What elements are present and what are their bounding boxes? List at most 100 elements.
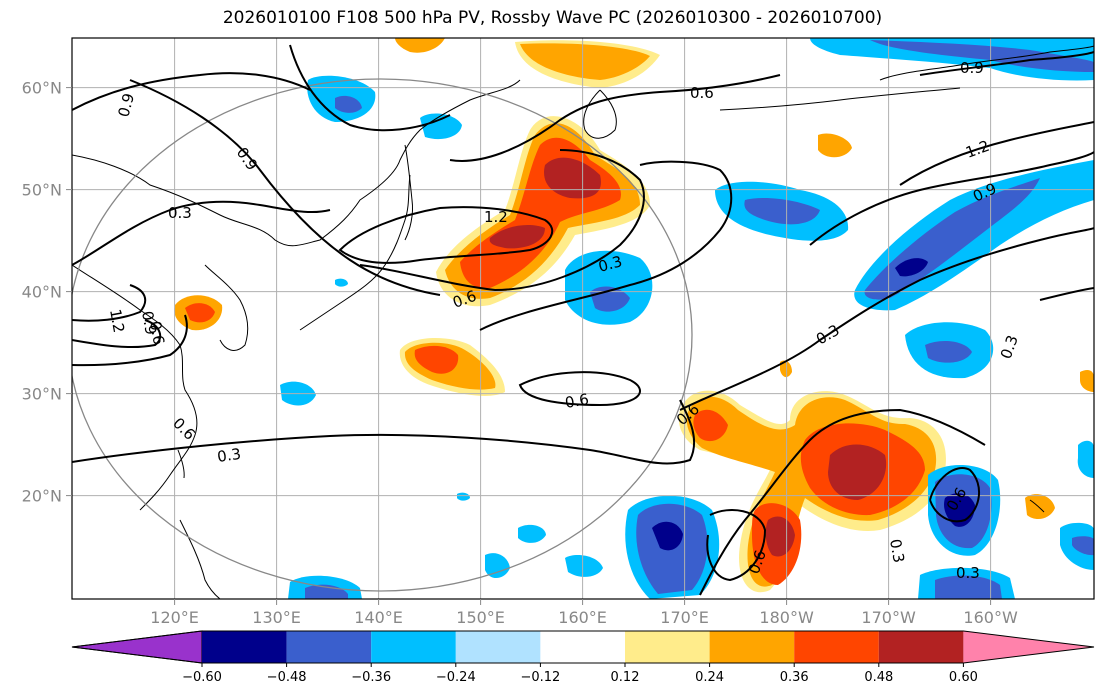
- map-panel: 0.6 0.9 0.3 1.2 0.6 0.3 0.6 0.9 1.2 0.9 …: [72, 38, 1094, 599]
- contour-1.2-right: [899, 121, 1094, 186]
- lon-label: 160°E: [558, 608, 607, 627]
- contour-0.9-left-lower: [72, 284, 147, 322]
- colorbar-tick: 0.24: [695, 670, 724, 685]
- negative-anomaly-small-3: [518, 524, 546, 543]
- contour-0.6-upper: [72, 72, 311, 111]
- colorbar-swatch: [963, 631, 1094, 663]
- negative-anomaly-top-right-core: [870, 40, 1094, 72]
- contour-label: 0.6: [690, 84, 714, 102]
- lon-label: 170°W: [861, 608, 916, 627]
- coast-hawaii: [1029, 499, 1045, 513]
- contour-label: 0.3: [596, 252, 624, 276]
- negative-anomaly-kamchatka: [420, 113, 462, 140]
- contour-0.3-pacific: [679, 227, 1094, 411]
- positive-anomaly-kuril-max: [489, 157, 601, 249]
- coast-aleutians: [719, 87, 961, 111]
- colorbar-swatch: [625, 631, 710, 663]
- negative-anomaly-west-of-dateline-core: [652, 521, 683, 551]
- colorbar-tick: −0.24: [436, 670, 476, 685]
- negative-anomaly-small-2: [485, 553, 510, 579]
- colorbar-swatch: [455, 631, 541, 663]
- contour-0.3-south: [72, 399, 696, 465]
- lat-axis: 60°N 50°N 40°N 30°N 20°N: [22, 79, 72, 506]
- colorbar-swatch: [540, 631, 625, 663]
- contour-0.9-loop: [289, 44, 451, 132]
- lon-label: 160°W: [963, 608, 1018, 627]
- contour-label: 0.6: [146, 320, 168, 347]
- contour-0.6-main: [359, 149, 645, 292]
- negative-anomaly-small-6: [335, 278, 348, 287]
- colorbar: −0.60 −0.48 −0.36 −0.24 −0.12 0.12 0.24 …: [71, 630, 1095, 685]
- colorbar-tick: −0.36: [351, 670, 391, 685]
- coast-kamchatka: [583, 89, 617, 139]
- lon-label: 140°E: [354, 608, 403, 627]
- colorbar-tick: 0.48: [864, 670, 893, 685]
- negative-anomaly-aleutian-band-max: [895, 258, 928, 277]
- contour-label: 0.9: [138, 310, 160, 337]
- contour-0.6-east: [518, 371, 641, 407]
- colorbar-tick: −0.12: [520, 670, 560, 685]
- colorbar-swatch: [709, 631, 795, 663]
- colorbar-tick: 0.36: [780, 670, 809, 685]
- contour-0.3-mid: [479, 160, 733, 331]
- contour-label: 1.2: [484, 208, 508, 226]
- contour-label: 0.3: [168, 204, 192, 222]
- colorbar-tick: −0.48: [267, 670, 307, 685]
- map-title: 2026010100 F108 500 hPa PV, Rossby Wave …: [222, 8, 883, 28]
- positive-anomaly-east-3: [780, 360, 792, 378]
- coast-china: [72, 264, 198, 511]
- lon-label: 120°E: [150, 608, 199, 627]
- colorbar-tick: 0.60: [949, 670, 978, 685]
- positive-anomaly-japan-south-core: [414, 345, 459, 374]
- coast-japan: [299, 174, 411, 331]
- positive-anomaly-east-1: [1025, 494, 1055, 520]
- coast-asia-east: [72, 79, 521, 247]
- contour-label: 0.3: [956, 564, 980, 582]
- positive-anomaly-north-2: [395, 38, 445, 53]
- lon-label: 150°E: [456, 608, 505, 627]
- lat-label: 50°N: [22, 181, 62, 200]
- negative-anomaly-okhotsk-core: [335, 95, 362, 113]
- positive-anomaly-north-1-inner: [520, 43, 650, 80]
- positive-anomaly-korea-core: [185, 303, 215, 323]
- coast-sakhalin: [404, 144, 413, 241]
- lat-label: 20°N: [22, 487, 62, 506]
- contour-0.9-far-east: [1039, 287, 1094, 301]
- colorbar-swatch: [878, 631, 964, 663]
- map-gridlines: [72, 38, 1094, 599]
- contour-0.6-hawaii: [929, 467, 981, 523]
- positive-anomaly-central-pacific-max: [765, 444, 887, 557]
- negative-anomaly-small-5: [457, 492, 470, 501]
- lat-label: 30°N: [22, 385, 62, 404]
- reference-circle: [72, 78, 693, 592]
- pv-contours: [72, 44, 1094, 596]
- colorbar-swatch: [286, 631, 372, 663]
- positive-anomaly-north-3: [818, 133, 852, 158]
- contour-label: 1.2: [106, 308, 128, 335]
- lat-label: 60°N: [22, 79, 62, 98]
- coast-alaska: [879, 45, 1094, 81]
- negative-anomaly-bottom-mid-core: [935, 575, 1002, 599]
- lon-label: 130°E: [252, 608, 301, 627]
- contour-label: 0.6: [564, 390, 591, 412]
- positive-anomaly-east-2: [1080, 370, 1094, 392]
- negative-anomaly-east-subtropics-core: [925, 340, 972, 363]
- colorbar-tick: −0.60: [182, 670, 222, 685]
- contour-0.9-top: [919, 51, 1094, 76]
- contour-0.9-right: [809, 151, 1094, 246]
- negative-anomaly-top-right: [810, 38, 1094, 81]
- lon-axis: 120°E 130°E 140°E 150°E 160°E 170°E 180°…: [150, 599, 1018, 627]
- colorbar-swatch: [794, 631, 879, 663]
- contour-0.6-left: [72, 314, 188, 367]
- contour-label: 0.3: [216, 445, 242, 466]
- coast-korea: [204, 264, 249, 351]
- contour-1.2-japan: [338, 206, 554, 264]
- colorbar-swatch: [71, 630, 203, 664]
- contour-0.6-dateline: [699, 408, 986, 596]
- negative-anomaly-far-east-core: [1072, 536, 1094, 556]
- coast-taiwan: [177, 449, 185, 479]
- pv-anomaly-shading: [174, 38, 1094, 599]
- contour-1.2-left: [72, 319, 162, 349]
- negative-anomaly-east-edge: [1077, 440, 1094, 478]
